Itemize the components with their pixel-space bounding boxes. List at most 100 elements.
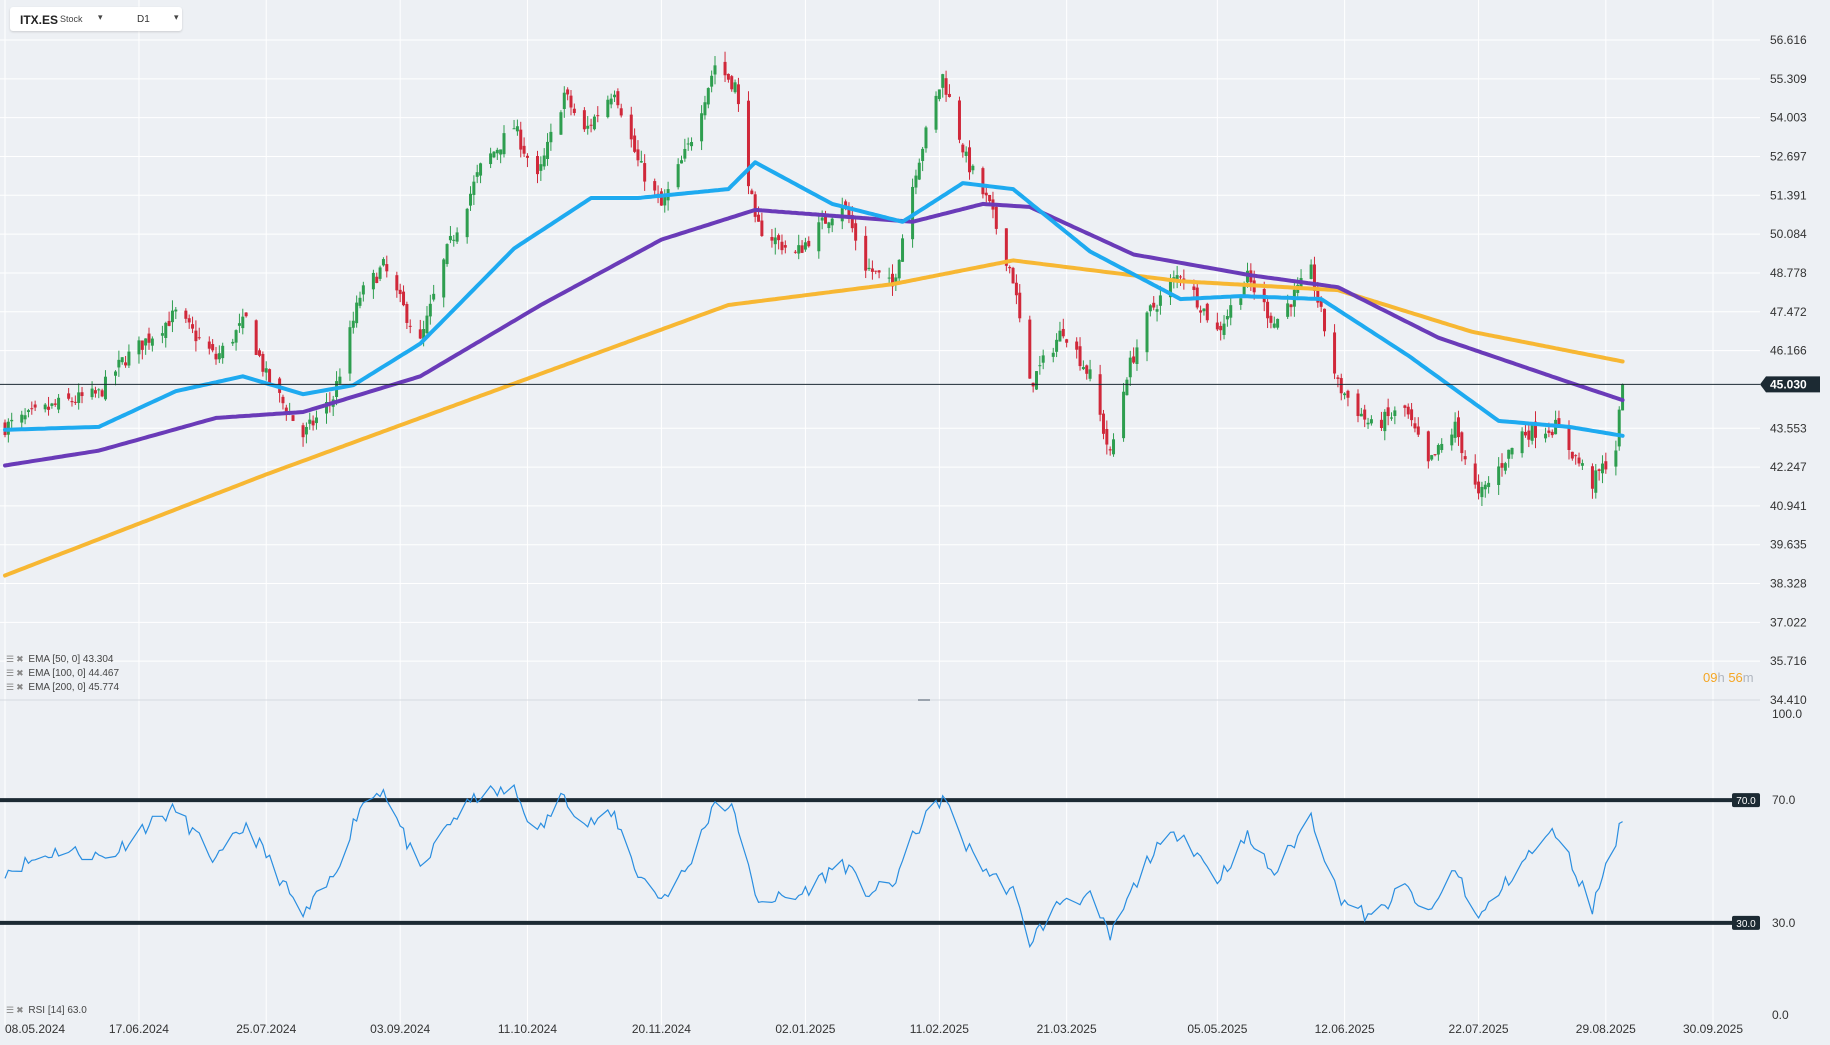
candle [455,227,459,244]
close-icon[interactable]: ✖ [16,682,24,692]
candle-body [1041,355,1045,363]
candle-body [961,144,965,153]
candle-body [1507,449,1511,459]
candle [304,422,308,444]
timeframe-dropdown-icon[interactable]: ▾ [174,12,179,22]
candle [20,410,24,430]
symbol-label[interactable]: ITX.ES [20,13,59,27]
candle [1463,450,1467,465]
candle [385,255,389,278]
candle [1433,454,1437,457]
candle-body [867,267,871,270]
symbol-toolbar[interactable]: ITX.ES Stock ▾ D1 ▾ [10,7,182,31]
candle [1480,481,1484,507]
candle [194,320,198,352]
candle [1393,406,1397,425]
candle [1520,427,1524,458]
candle-body [800,245,804,253]
candle-body [1534,421,1538,438]
candle-body [589,124,593,126]
rsi-y-tick-label: 100.0 [1772,707,1802,721]
candle-body [1205,303,1209,321]
menu-icon[interactable]: ☰ [6,1005,15,1015]
candle-body [187,318,191,323]
close-icon[interactable]: ✖ [16,1005,24,1015]
close-icon[interactable]: ✖ [16,654,24,664]
candle [1272,316,1276,329]
candle-body [559,112,563,135]
candle-body [30,408,34,410]
candle [1597,468,1601,481]
candle-body [827,222,831,229]
candle-body [1393,410,1397,416]
candle [1051,347,1055,363]
ema100-line [3,201,1625,468]
candle [676,158,680,190]
candle [164,321,168,348]
candle [405,301,409,330]
candle-body [214,353,218,360]
menu-icon[interactable]: ☰ [6,654,15,664]
candle [23,408,27,425]
candle-body [160,333,164,336]
candle [542,148,546,170]
candle [1487,476,1491,494]
candle-body [170,310,174,323]
candle [924,125,928,153]
y-tick-label: 42.247 [1770,460,1807,474]
instrument-type-label[interactable]: Stock [60,14,83,24]
candle-body [418,329,422,339]
candle-body [80,392,84,397]
candle-body [20,414,24,423]
candle-body [723,61,727,76]
candle-body [1413,423,1417,429]
menu-icon[interactable]: ☰ [6,668,15,678]
candle-body [760,220,764,237]
candle [1266,297,1270,329]
close-icon[interactable]: ✖ [16,668,24,678]
candle [1041,349,1045,370]
candle [1229,295,1233,326]
candle-body [1386,407,1390,417]
candle [214,346,218,365]
candle [73,395,77,406]
candle [351,311,355,334]
menu-icon[interactable]: ☰ [6,682,15,692]
candle [1527,422,1531,448]
timeframe-label[interactable]: D1 [137,14,150,25]
candle-body [405,304,409,323]
candle [890,264,894,296]
candle [452,234,456,247]
pane-resize-handle[interactable] [918,699,930,701]
countdown-minutes-unit: m [1742,670,1754,685]
symbol-dropdown-icon[interactable]: ▾ [98,12,103,22]
candle [700,105,704,151]
candle [402,285,406,307]
candle-body [1229,305,1233,318]
candle-body [934,95,938,130]
legend-ema100: ☰ ✖ EMA [100, 0] 44.467 [6,668,119,679]
candle [706,87,710,109]
candle-body [1101,413,1105,434]
candle [1088,359,1092,382]
candle [103,370,107,401]
candle-body [887,277,891,279]
candle [703,95,707,120]
candle [140,340,144,360]
candle [77,383,81,410]
candle [1222,315,1226,340]
x-tick-label: 17.06.2024 [109,1022,169,1036]
candle [489,147,493,169]
candle-body [1503,463,1507,471]
candle-body [1272,323,1276,328]
candle-body [777,235,781,241]
candle-body [1594,470,1598,493]
candle-body [1440,443,1444,451]
candle [174,307,178,320]
candle [941,73,945,98]
candle-body [445,244,449,265]
candle-body [1266,301,1270,319]
candle [596,106,600,123]
candle-body [663,195,667,206]
